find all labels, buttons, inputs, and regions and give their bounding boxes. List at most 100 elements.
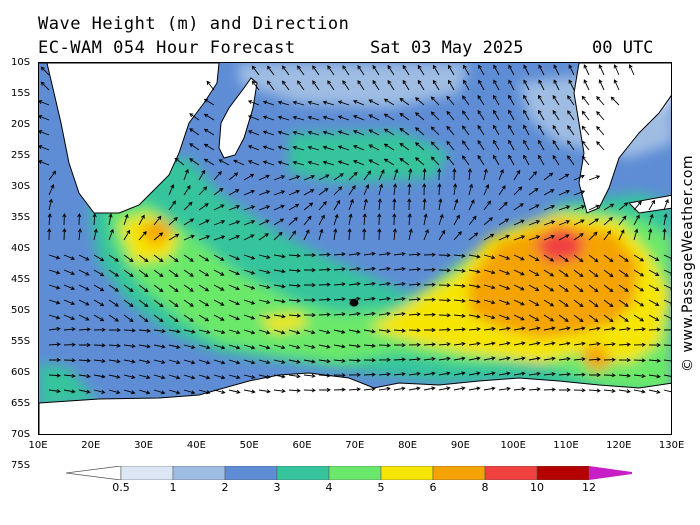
direction-arrow	[463, 79, 470, 91]
direction-arrow	[588, 231, 598, 241]
direction-arrow	[153, 254, 164, 263]
direction-arrow	[303, 268, 316, 273]
direction-arrow	[567, 95, 575, 106]
direction-arrow	[138, 359, 151, 364]
direction-arrow	[468, 215, 477, 226]
direction-arrow	[333, 297, 346, 302]
direction-arrow	[573, 326, 586, 331]
direction-arrow	[63, 269, 76, 276]
madagascar-landmass	[218, 77, 258, 159]
direction-arrow	[453, 371, 466, 376]
direction-arrow	[663, 329, 671, 331]
direction-arrow	[303, 283, 316, 288]
direction-arrow	[307, 160, 320, 166]
direction-arrow	[423, 282, 436, 287]
colorbar-segment	[432, 466, 486, 480]
direction-arrow	[333, 312, 346, 317]
direction-arrow	[588, 175, 601, 181]
direction-arrow	[437, 183, 442, 196]
direction-arrow	[123, 299, 134, 307]
direction-arrow	[273, 329, 286, 335]
direction-arrow	[288, 203, 300, 211]
direction-arrow	[498, 356, 511, 361]
direction-arrow	[633, 327, 646, 332]
direction-arrow	[352, 114, 365, 121]
direction-arrow	[203, 143, 215, 151]
direction-arrow	[573, 174, 585, 181]
direction-arrow	[168, 284, 179, 293]
latitude-label: 65S	[11, 398, 31, 409]
direction-arrow	[198, 344, 211, 350]
direction-arrow	[573, 341, 586, 346]
direction-arrow	[573, 254, 584, 263]
direction-arrow	[243, 344, 256, 350]
direction-arrow	[543, 341, 556, 346]
direction-arrow	[462, 125, 470, 136]
direction-arrow	[368, 129, 380, 136]
direction-arrow	[348, 329, 361, 334]
direction-arrow	[462, 95, 470, 106]
direction-arrow	[558, 205, 571, 211]
direction-arrow	[558, 356, 571, 361]
colorbar-segment	[120, 466, 174, 480]
direction-arrow	[318, 267, 331, 272]
direction-arrow	[273, 175, 286, 181]
direction-arrow	[437, 168, 442, 181]
direction-arrow	[378, 296, 391, 301]
direction-arrow	[258, 344, 271, 350]
direction-arrow	[573, 219, 585, 226]
direction-arrow	[407, 198, 412, 211]
direction-arrow	[348, 296, 361, 301]
direction-arrow	[168, 374, 181, 380]
direction-arrow	[168, 184, 175, 196]
direction-arrow	[528, 356, 541, 361]
direction-arrow	[393, 386, 406, 391]
direction-arrow	[558, 234, 570, 241]
direction-arrow	[93, 327, 106, 332]
colorbar-label: 0.5	[112, 481, 130, 494]
direction-arrow	[247, 160, 260, 166]
direction-arrow	[123, 229, 131, 241]
direction-arrow	[277, 100, 290, 106]
direction-arrow	[538, 154, 545, 166]
direction-arrow	[393, 168, 399, 181]
latitude-label: 20S	[11, 119, 31, 130]
direction-arrow	[399, 127, 410, 136]
direction-arrow	[448, 64, 455, 76]
direction-arrow	[138, 254, 149, 263]
direction-arrow	[318, 373, 331, 378]
direction-arrow	[628, 64, 635, 76]
direction-arrow	[243, 189, 255, 196]
direction-arrow	[618, 202, 629, 211]
longitude-label: 130E	[658, 440, 685, 451]
direction-arrow	[372, 64, 380, 76]
direction-arrow	[588, 341, 601, 346]
direction-arrow	[573, 269, 584, 278]
direction-arrow	[633, 342, 646, 347]
direction-arrow	[213, 374, 226, 380]
direction-arrow	[493, 109, 500, 121]
direction-arrow	[292, 115, 305, 121]
longitude-label: 10E	[28, 440, 48, 451]
direction-arrow	[258, 233, 269, 241]
direction-arrow	[78, 389, 91, 394]
direction-arrow	[432, 64, 440, 76]
direction-arrow	[483, 269, 496, 275]
direction-arrow	[322, 145, 335, 151]
direction-arrow	[523, 154, 530, 166]
direction-arrow	[378, 372, 391, 377]
latitude-label: 45S	[11, 274, 31, 285]
direction-arrow	[337, 115, 350, 121]
direction-arrow	[498, 254, 511, 260]
direction-arrow	[281, 80, 290, 91]
direction-arrow	[123, 328, 136, 333]
direction-arrow	[93, 374, 106, 379]
direction-arrow	[583, 64, 590, 76]
direction-arrow	[213, 269, 225, 276]
direction-arrow	[243, 314, 256, 320]
direction-arrow	[168, 344, 181, 349]
direction-arrow	[468, 341, 481, 346]
direction-arrow	[218, 159, 230, 166]
direction-arrow	[498, 168, 504, 181]
direction-arrow	[363, 343, 376, 348]
